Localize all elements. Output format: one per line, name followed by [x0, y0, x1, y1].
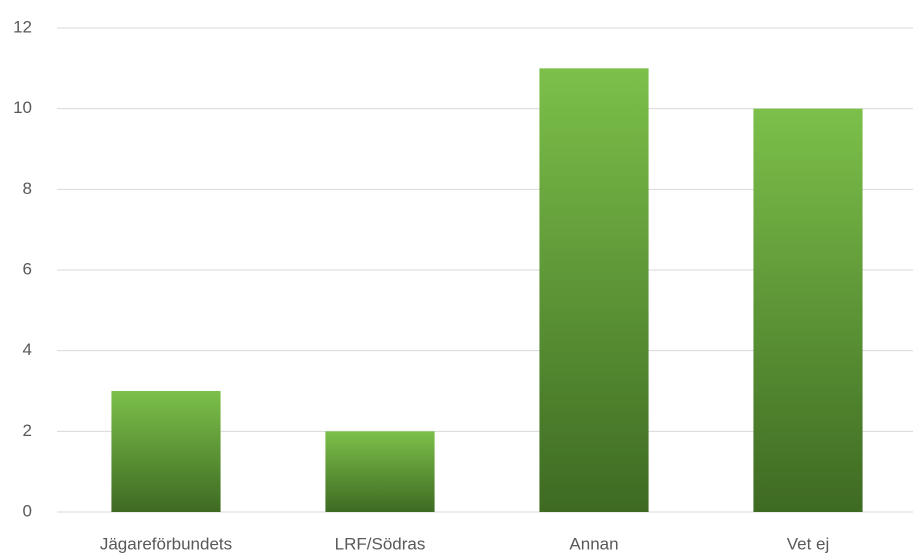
y-tick-label: 10 — [13, 98, 32, 117]
bar — [539, 68, 649, 512]
y-tick-label: 6 — [23, 259, 32, 278]
x-tick-label: Vet ej — [787, 534, 830, 553]
x-tick-label: LRF/Södras — [335, 534, 426, 553]
y-tick-label: 2 — [23, 421, 32, 440]
y-tick-label: 0 — [23, 501, 32, 520]
y-tick-label: 12 — [13, 17, 32, 36]
y-tick-label: 8 — [23, 179, 32, 198]
x-tick-label: Annan — [569, 534, 618, 553]
bar — [753, 108, 863, 513]
bar — [111, 391, 221, 512]
bar — [325, 431, 435, 512]
y-tick-label: 4 — [23, 340, 32, 359]
x-tick-label: Jägareförbundets — [100, 534, 232, 553]
